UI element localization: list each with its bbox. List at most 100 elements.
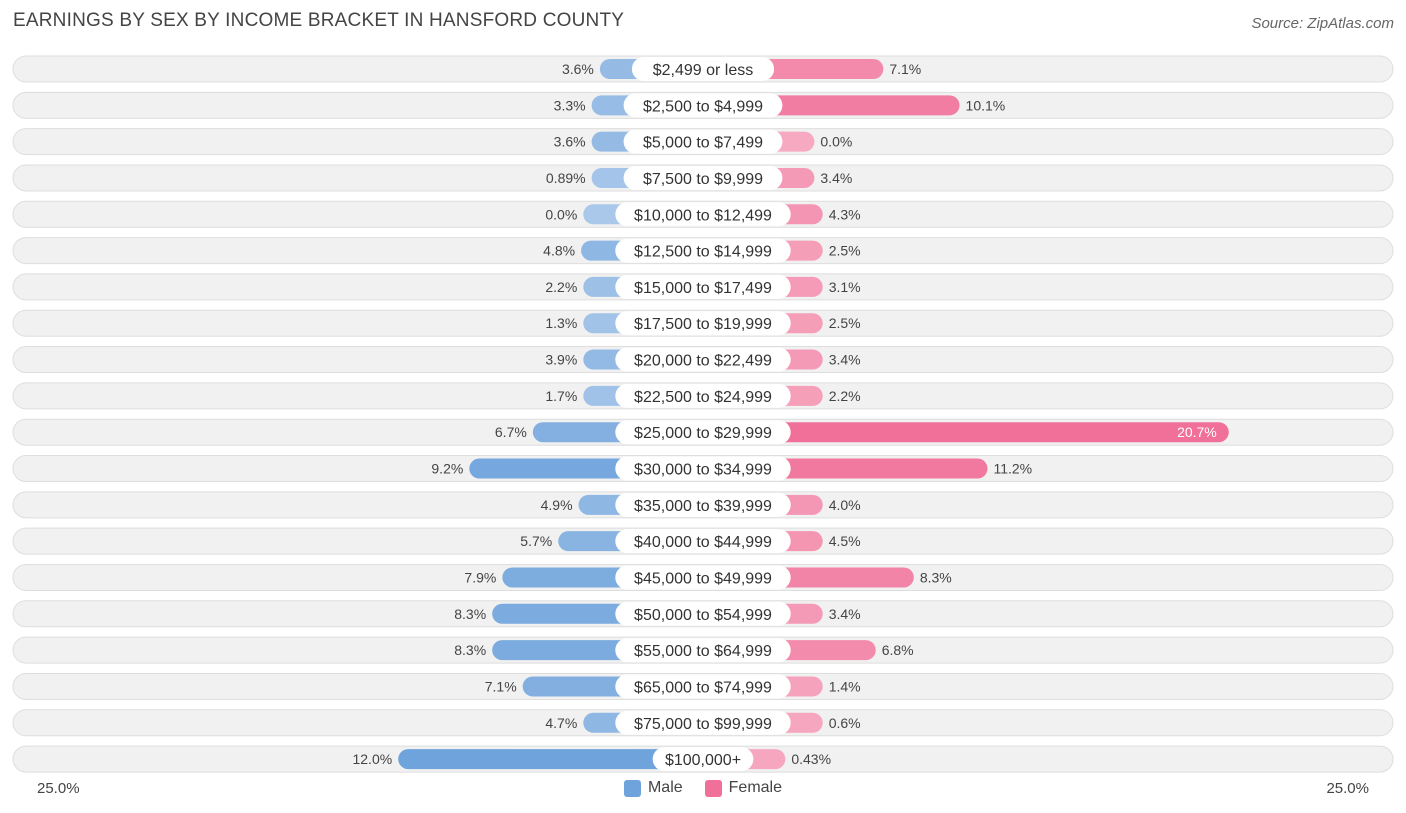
male-value-label: 7.9% <box>464 569 496 585</box>
chart-row: 3.6% 0.0% $5,000 to $7,499 <box>12 128 1394 156</box>
category-label: $65,000 to $74,999 <box>634 679 772 696</box>
bar-male <box>398 749 703 770</box>
chart-row: 4.9% 4.0% $35,000 to $39,999 <box>12 491 1394 519</box>
chart-row: 7.9% 8.3% $45,000 to $49,999 <box>12 563 1394 591</box>
category-label-bg <box>615 347 791 372</box>
category-label: $2,499 or less <box>653 62 754 79</box>
chart-row: 5.7% 4.5% $40,000 to $44,999 <box>12 527 1394 555</box>
axis-right-label: 25.0% <box>1326 780 1369 797</box>
bar-female <box>703 422 1229 443</box>
male-value-label: 9.2% <box>431 461 463 477</box>
female-value-label: 4.3% <box>829 206 861 222</box>
chart-title: EARNINGS BY SEX BY INCOME BRACKET IN HAN… <box>13 10 625 31</box>
chart-row: 3.6% 7.1% $2,499 or less <box>12 55 1394 83</box>
male-value-label: 1.3% <box>545 315 577 331</box>
female-value-label: 4.0% <box>829 497 861 513</box>
category-label-bg <box>623 165 783 190</box>
female-value-label: 11.2% <box>993 461 1032 477</box>
chart-row: 7.1% 1.4% $65,000 to $74,999 <box>12 672 1394 700</box>
male-value-label: 8.3% <box>454 642 486 658</box>
male-value-label: 2.2% <box>545 279 577 295</box>
chart-row: 4.8% 2.5% $12,500 to $14,999 <box>12 237 1394 265</box>
category-label: $7,500 to $9,999 <box>643 171 763 188</box>
female-value-label: 0.43% <box>791 751 831 767</box>
male-value-label: 4.7% <box>545 715 577 731</box>
male-value-label: 12.0% <box>352 751 392 767</box>
category-label: $100,000+ <box>665 752 741 769</box>
female-value-label: 3.4% <box>829 606 861 622</box>
category-label-bg <box>623 129 783 154</box>
female-value-label: 3.4% <box>829 352 861 368</box>
female-value-label: 20.7% <box>1177 424 1217 440</box>
female-value-label: 4.5% <box>829 533 861 549</box>
male-value-label: 0.89% <box>546 170 586 186</box>
category-label-bg <box>615 238 791 263</box>
female-value-label: 0.6% <box>829 715 861 731</box>
female-value-label: 6.8% <box>882 642 914 658</box>
chart-row: 1.3% 2.5% $17,500 to $19,999 <box>12 309 1394 337</box>
category-label: $40,000 to $44,999 <box>634 534 772 551</box>
female-value-label: 1.4% <box>829 678 861 694</box>
male-value-label: 3.6% <box>562 61 594 77</box>
category-label-bg <box>615 565 791 590</box>
axis-left-label: 25.0% <box>37 780 80 797</box>
male-value-label: 3.3% <box>554 97 586 113</box>
category-label: $17,500 to $19,999 <box>634 316 772 333</box>
category-label: $10,000 to $12,499 <box>634 207 772 224</box>
category-label: $75,000 to $99,999 <box>634 716 772 733</box>
female-value-label: 0.0% <box>820 134 852 150</box>
legend-item-male[interactable]: Male <box>623 779 683 797</box>
category-label: $25,000 to $29,999 <box>634 425 772 442</box>
chart-row: 0.0% 4.3% $10,000 to $12,499 <box>12 200 1394 228</box>
chart-row: 0.89% 3.4% $7,500 to $9,999 <box>12 164 1394 192</box>
category-label-bg <box>615 383 791 408</box>
male-value-label: 3.9% <box>545 352 577 368</box>
female-value-label: 2.5% <box>829 243 861 259</box>
chart-row: 8.3% 3.4% $50,000 to $54,999 <box>12 600 1394 628</box>
category-label-bg <box>615 674 791 699</box>
male-value-label: 5.7% <box>520 533 552 549</box>
source-label[interactable]: Source: ZipAtlas.com <box>1251 15 1394 32</box>
chart-row: 4.7% 0.6% $75,000 to $99,999 <box>12 709 1394 737</box>
chart-row: 9.2% 11.2% $30,000 to $34,999 <box>12 455 1394 483</box>
chart-row: 3.3% 10.1% $2,500 to $4,999 <box>12 91 1394 119</box>
female-value-label: 10.1% <box>966 97 1006 113</box>
male-value-label: 3.6% <box>554 134 586 150</box>
category-label-bg <box>615 202 791 227</box>
category-label-bg <box>615 492 791 517</box>
category-label-bg <box>652 747 754 772</box>
male-value-label: 4.8% <box>543 243 575 259</box>
category-label: $12,500 to $14,999 <box>634 244 772 261</box>
chart-row: 8.3% 6.8% $55,000 to $64,999 <box>12 636 1394 664</box>
category-label: $35,000 to $39,999 <box>634 498 772 515</box>
category-label-bg <box>615 420 791 445</box>
category-label-bg <box>615 710 791 735</box>
legend-label-male: Male <box>647 779 683 796</box>
category-label: $15,000 to $17,499 <box>634 280 772 297</box>
male-value-label: 7.1% <box>485 678 517 694</box>
category-label: $22,500 to $24,999 <box>634 389 772 406</box>
male-value-label: 1.7% <box>545 388 577 404</box>
legend: Male Female <box>0 779 1406 797</box>
category-label-bg <box>615 311 791 336</box>
category-label-bg <box>615 601 791 626</box>
female-value-label: 2.5% <box>829 315 861 331</box>
category-label: $5,000 to $7,499 <box>643 135 763 152</box>
category-label: $45,000 to $49,999 <box>634 570 772 587</box>
category-label-bg <box>615 456 791 481</box>
female-value-label: 3.1% <box>829 279 861 295</box>
category-label: $50,000 to $54,999 <box>634 607 772 624</box>
chart-row: 3.9% 3.4% $20,000 to $22,499 <box>12 346 1394 374</box>
female-value-label: 2.2% <box>829 388 861 404</box>
legend-swatch-female <box>704 779 722 797</box>
category-label-bg <box>631 57 775 81</box>
category-label-bg <box>615 638 791 663</box>
category-label-bg <box>615 529 791 554</box>
legend-item-female[interactable]: Female <box>704 779 782 797</box>
female-value-label: 7.1% <box>889 61 921 77</box>
chart-row: 2.2% 3.1% $15,000 to $17,499 <box>12 273 1394 301</box>
chart-row: 1.7% 2.2% $22,500 to $24,999 <box>12 382 1394 410</box>
female-value-label: 8.3% <box>920 569 952 585</box>
female-value-label: 3.4% <box>820 170 852 186</box>
